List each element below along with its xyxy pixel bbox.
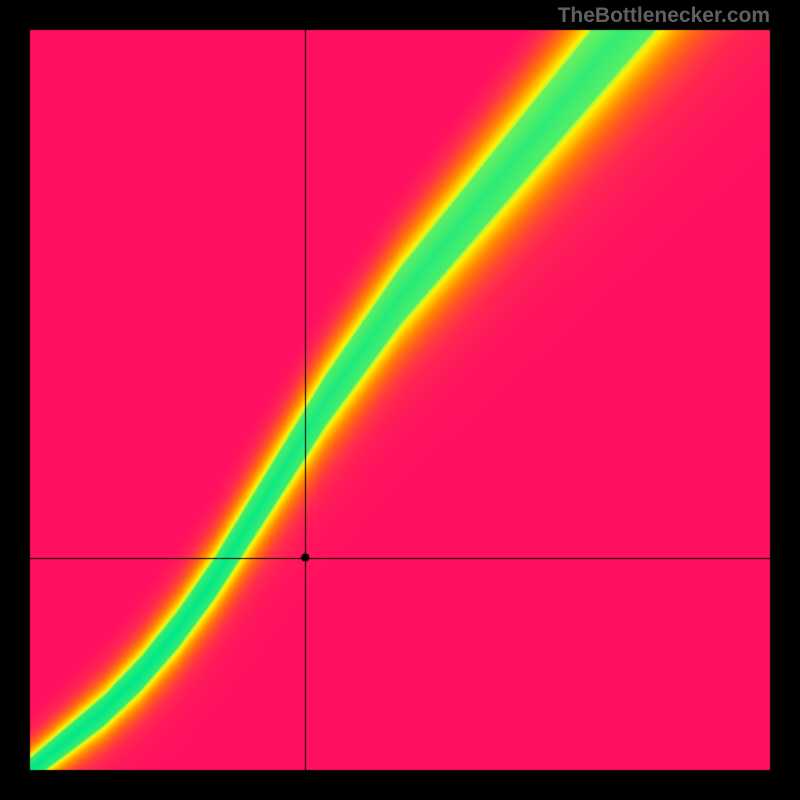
- chart-container: TheBottlenecker.com: [0, 0, 800, 800]
- bottleneck-heatmap: [0, 0, 800, 800]
- watermark-text: TheBottlenecker.com: [558, 4, 770, 28]
